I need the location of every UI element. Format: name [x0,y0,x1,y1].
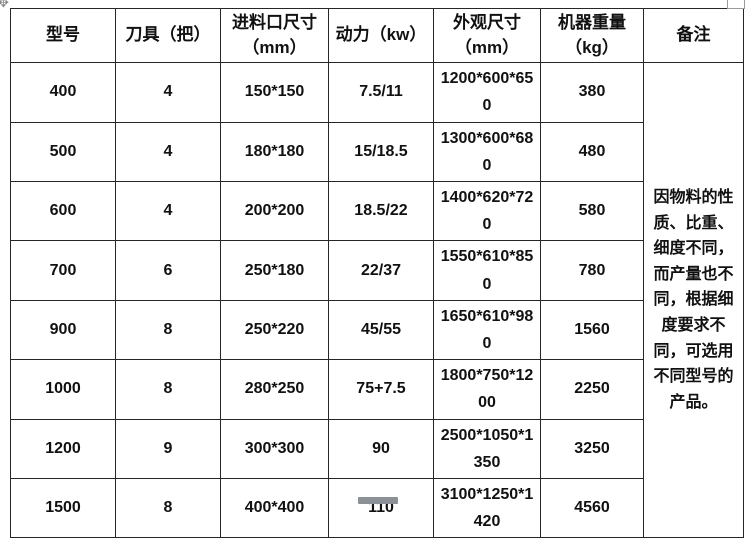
cell-feed: 250*220 [220,299,329,361]
table-row: 600 4 200*200 18.5/22 1400*620*720 580 [10,181,744,242]
cell-power: 90 [328,418,434,479]
col-header-weight: 机器重量（kg） [540,7,644,64]
col-header-knives: 刀具（把） [115,7,221,64]
remark-merged-cell: 因物料的性质、比重、细度不同，而产量也不同，根据细度要求不同，可选用不同型号的产… [643,62,744,538]
cell-power: 15/18.5 [328,121,434,183]
cell-weight: 480 [540,121,644,183]
cell-weight: 4560 [540,477,644,538]
cell-knives: 4 [115,62,221,123]
table-row: 700 6 250*180 22/37 1550*610*850 780 [10,240,744,301]
cell-model: 400 [10,62,116,123]
cell-power: 7.5/11 [328,62,434,123]
cell-feed: 300*300 [220,418,329,479]
cell-power: 22/37 [328,240,434,301]
cell-knives: 6 [115,240,221,301]
cell-weight: 2250 [540,359,644,420]
cell-power: 18.5/22 [328,181,434,242]
cell-power: 45/55 [328,299,434,361]
table-resize-handle[interactable] [727,0,745,9]
table-move-handle-icon[interactable]: ✥ [0,0,9,10]
cell-power: 110 [328,477,434,538]
cell-weight: 1560 [540,299,644,361]
table-row: 400 4 150*150 7.5/11 1200*600*650 380 因物… [10,62,744,538]
cell-feed: 400*400 [220,477,329,538]
table-row: 900 8 250*220 45/55 1650*610*980 1560 [10,299,744,361]
cell-feed: 280*250 [220,359,329,420]
cell-dims: 3100*1250*1420 [433,477,541,538]
cell-weight: 780 [540,240,644,301]
cell-knives: 4 [115,181,221,242]
col-header-feed: 进料口尺寸（mm） [220,7,329,64]
cell-dims: 1550*610*850 [433,240,541,301]
cell-dims: 1400*620*720 [433,181,541,242]
cell-feed: 200*200 [220,181,329,242]
table-row: 1200 9 300*300 90 2500*1050*1350 3250 [10,418,744,479]
horizontal-scrollbar-thumb[interactable] [358,497,398,504]
cell-knives: 9 [115,418,221,479]
cell-dims: 2500*1050*1350 [433,418,541,479]
col-header-remark: 备注 [643,7,744,64]
cell-dims: 1200*600*650 [433,62,541,123]
table-row: 500 4 180*180 15/18.5 1300*600*680 480 [10,121,744,183]
cell-feed: 250*180 [220,240,329,301]
cell-dims: 1800*750*1200 [433,359,541,420]
cell-knives: 8 [115,359,221,420]
col-header-model: 型号 [10,7,116,64]
cell-model: 600 [10,181,116,242]
cell-feed: 150*150 [220,62,329,123]
cell-model: 500 [10,121,116,183]
cell-weight: 380 [540,62,644,123]
cell-knives: 8 [115,477,221,538]
cell-model: 900 [10,299,116,361]
cell-model: 1200 [10,418,116,479]
col-header-dims: 外观尺寸（mm） [433,7,541,64]
col-header-power: 动力（kw） [328,7,434,64]
cell-model: 1500 [10,477,116,538]
cell-model: 1000 [10,359,116,420]
cell-knives: 4 [115,121,221,183]
cell-power: 75+7.5 [328,359,434,420]
cell-feed: 180*180 [220,121,329,183]
spec-table: 型号 刀具（把） 进料口尺寸（mm） 动力（kw） 外观尺寸（mm） 机器重量（… [10,7,744,538]
cell-dims: 1300*600*680 [433,121,541,183]
cell-weight: 580 [540,181,644,242]
cell-knives: 8 [115,299,221,361]
header-row: 型号 刀具（把） 进料口尺寸（mm） 动力（kw） 外观尺寸（mm） 机器重量（… [10,7,744,64]
table-row: 1000 8 280*250 75+7.5 1800*750*1200 2250 [10,359,744,420]
cell-model: 700 [10,240,116,301]
table-row: 1500 8 400*400 110 3100*1250*1420 4560 [10,477,744,538]
cell-dims: 1650*610*980 [433,299,541,361]
cell-weight: 3250 [540,418,644,479]
